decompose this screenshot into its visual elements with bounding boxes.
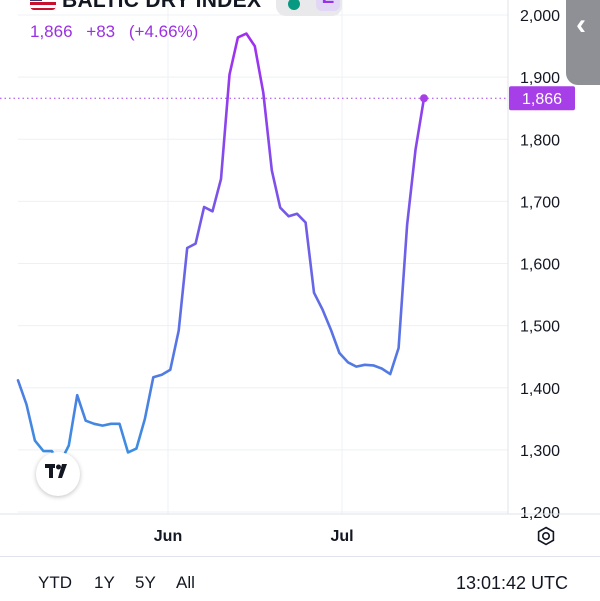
utc-clock: 13:01:42 UTC (455, 573, 568, 593)
data-point (185, 246, 189, 250)
data-point (405, 223, 409, 227)
range-toolbar: YTD 1Y 5Y All 13:01:42 UTC (0, 556, 600, 601)
data-point (143, 417, 147, 421)
market-status-pill[interactable]: E (276, 0, 342, 16)
last-price: 1,866 (30, 22, 73, 41)
symbol-header: BALTIC DRY INDEX E 1,866 +83 (+4.66%) (0, 0, 600, 50)
data-point (67, 444, 71, 448)
y-tick-label: 1,600 (520, 257, 560, 274)
data-point (287, 214, 291, 218)
data-point (134, 447, 138, 451)
data-point (337, 351, 341, 355)
data-point (118, 422, 122, 426)
symbol-title: BALTIC DRY INDEX (62, 0, 262, 12)
data-point (151, 375, 155, 379)
last-price-axis-label (509, 86, 575, 111)
range-ytd-button[interactable]: YTD (38, 573, 72, 592)
x-tick-label: Jun (154, 528, 182, 545)
data-point (41, 449, 45, 453)
data-point (109, 422, 113, 426)
tradingview-logo-icon[interactable] (36, 452, 80, 496)
data-point (92, 422, 96, 426)
range-all-button[interactable]: All (176, 573, 195, 592)
x-tick-label: Jul (330, 528, 353, 545)
y-tick-label: 2,000 (520, 8, 560, 25)
data-point (160, 373, 164, 377)
data-point (363, 363, 367, 367)
data-point (354, 365, 358, 369)
data-point (33, 439, 37, 443)
data-point (168, 368, 172, 372)
data-point (219, 177, 223, 181)
data-point (84, 419, 88, 423)
data-point (304, 220, 308, 224)
data-point (312, 291, 316, 295)
price-change-percent: (+4.66%) (128, 22, 199, 41)
data-point (101, 424, 105, 428)
us-flag-icon (30, 0, 56, 10)
price-change: +83 (86, 22, 116, 41)
series-line-baltic-dry-index (16, 32, 426, 464)
side-panel-handle[interactable]: ‹ (566, 0, 600, 85)
data-point (380, 366, 384, 370)
y-tick-label: 1,500 (520, 319, 560, 336)
status-letter-badge: E (316, 0, 340, 11)
data-point (329, 328, 333, 332)
data-point (202, 205, 206, 209)
data-point (177, 329, 181, 333)
y-tick-label: 1,900 (520, 70, 560, 87)
range-1y-button[interactable]: 1Y (94, 573, 115, 592)
market-status-dot-icon (288, 0, 300, 10)
data-point (397, 346, 401, 350)
price-summary: 1,866 +83 (+4.66%) (30, 22, 207, 42)
y-tick-label: 1,300 (520, 443, 560, 460)
y-tick-label: 1,400 (520, 381, 560, 398)
data-point (194, 242, 198, 246)
data-point (371, 363, 375, 367)
data-point (278, 206, 282, 210)
price-chart[interactable]: 1,2001,3001,4001,5001,6001,7001,8001,900… (0, 0, 600, 556)
data-point (75, 393, 79, 397)
data-point (388, 372, 392, 376)
data-point (295, 212, 299, 216)
settings-gear-icon[interactable] (536, 526, 556, 546)
data-point (270, 168, 274, 172)
y-tick-label: 1,700 (520, 194, 560, 211)
data-point (346, 360, 350, 364)
data-point (211, 209, 215, 213)
data-point (16, 378, 20, 382)
data-point (414, 148, 418, 152)
data-point (321, 307, 325, 311)
range-5y-button[interactable]: 5Y (135, 573, 156, 592)
last-price-axis-label-text: 1,866 (522, 91, 562, 108)
data-point (227, 73, 231, 77)
last-price-marker (420, 94, 428, 103)
data-point (24, 403, 28, 407)
data-point (261, 91, 265, 95)
y-tick-label: 1,800 (520, 132, 560, 149)
data-point (126, 450, 130, 454)
chevron-left-icon: ‹ (576, 8, 586, 41)
